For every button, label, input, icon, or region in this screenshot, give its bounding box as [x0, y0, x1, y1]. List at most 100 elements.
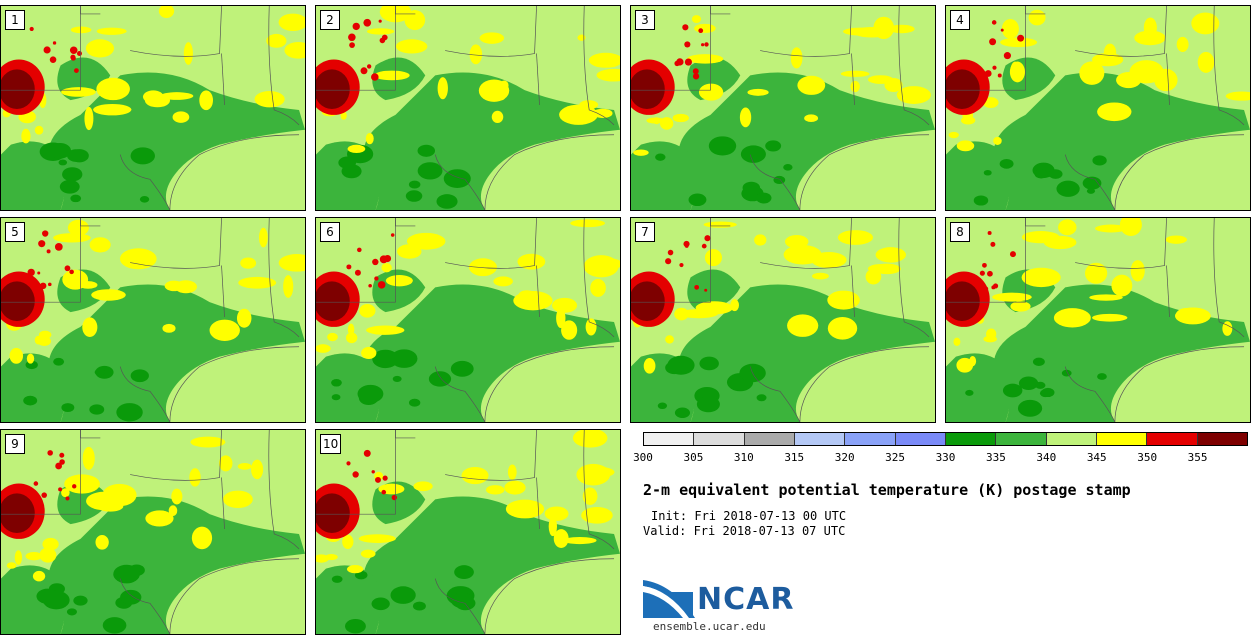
field-region-yellow	[1089, 294, 1123, 301]
field-region-dark	[773, 175, 786, 185]
field-region-yellow	[561, 320, 578, 340]
field-region-yellow	[556, 308, 566, 329]
boundary-line	[316, 6, 396, 91]
field-region-darkred	[631, 69, 665, 109]
colorbar-tick-label: 315	[784, 451, 805, 464]
colorbar-segment-6	[895, 433, 946, 445]
boundary-line	[169, 346, 300, 422]
field-region-yellow	[209, 319, 240, 341]
stamp-panel-1[interactable]: 1	[0, 5, 306, 211]
field-region-yellow	[96, 27, 127, 35]
field-region-yellow	[679, 309, 719, 319]
field-region-red	[47, 450, 53, 456]
field-region-yellow	[395, 39, 428, 54]
ncar-logo[interactable]: NCAR ensemble.ucar.edu	[643, 578, 803, 634]
stamp-map	[631, 6, 935, 210]
field-region-red	[684, 58, 692, 66]
stamp-panel-5[interactable]: 5	[0, 217, 306, 423]
stamp-map	[316, 6, 620, 210]
stamp-panel-3[interactable]: 3	[630, 5, 936, 211]
stamp-panel-7[interactable]: 7	[630, 217, 936, 423]
field-region-dark	[999, 159, 1014, 169]
boundary-line	[710, 218, 731, 227]
ncar-logo-icon	[643, 580, 695, 618]
field-region-dark	[665, 361, 684, 375]
boundary-line	[1025, 218, 1046, 227]
field-region-yellow	[437, 77, 448, 100]
field-region-yellow	[827, 290, 860, 310]
field-region-yellow	[491, 110, 504, 124]
field-region-red	[64, 265, 71, 272]
stamp-panel-2[interactable]: 2	[315, 5, 621, 211]
boundary-line	[898, 218, 930, 338]
stamp-panel-8[interactable]: 8	[945, 217, 1251, 423]
field-region-dark	[372, 349, 399, 369]
boundary-line	[445, 430, 537, 481]
field-region-dark	[1017, 399, 1043, 417]
field-region-yellow	[14, 550, 23, 565]
field-region-yellow	[559, 104, 598, 125]
field-region-yellow	[993, 136, 1002, 145]
stamp-panel-6[interactable]: 6	[315, 217, 621, 423]
stamp-panel-10[interactable]: 10	[315, 429, 621, 635]
stamp-number: 4	[950, 10, 970, 30]
boundary-line	[268, 6, 300, 126]
field-region-red	[383, 254, 392, 263]
field-region-yellow	[82, 317, 98, 338]
field-region-yellow	[284, 42, 305, 59]
field-region-yellow	[240, 257, 257, 269]
field-region-yellow	[346, 332, 358, 344]
stamp-number: 10	[320, 434, 342, 454]
field-region-dark	[345, 618, 366, 634]
field-region-mid	[316, 565, 381, 634]
field-region-red	[74, 68, 79, 73]
stamp-number: 6	[320, 222, 340, 242]
field-region-yellow	[381, 263, 392, 273]
field-region-yellow	[672, 113, 689, 123]
boundary-line	[536, 477, 540, 530]
field-region-dark	[696, 396, 720, 413]
field-region-gulf	[174, 558, 305, 634]
field-region-dark	[139, 196, 150, 203]
boundary-line	[130, 430, 222, 481]
field-region-red	[354, 269, 361, 276]
field-region-yellow	[347, 144, 366, 154]
field-region-yellow	[1225, 91, 1250, 101]
boundary-line	[749, 154, 801, 210]
field-region-yellow	[199, 90, 214, 111]
field-region-yellow	[581, 507, 613, 524]
field-region-yellow	[119, 248, 157, 270]
stamp-panel-4[interactable]: 4	[945, 5, 1251, 211]
field-region-red	[366, 64, 372, 69]
field-region-yellow	[633, 149, 649, 156]
boundary-line	[80, 218, 101, 227]
field-region-gulf	[489, 346, 620, 422]
field-region-darkred	[1, 281, 35, 321]
boundary-line	[130, 6, 222, 57]
boundary-line	[316, 218, 396, 303]
field-region-gulf	[174, 346, 305, 422]
field-region-dark	[73, 595, 88, 606]
field-region-yellow	[853, 26, 891, 38]
field-region-red	[371, 73, 379, 81]
boundary-line	[898, 6, 930, 126]
boundary-line	[268, 430, 300, 550]
colorbar-segment-11	[1147, 433, 1198, 445]
field-region-yellow	[704, 249, 723, 267]
boundary-line	[536, 53, 540, 106]
field-region-yellow	[171, 488, 183, 505]
field-region-yellow	[53, 233, 91, 243]
field-region-yellow	[342, 534, 354, 550]
stamp-panel-9[interactable]: 9	[0, 429, 306, 635]
field-region-mid	[1, 565, 66, 634]
boundary-line	[1075, 218, 1167, 269]
stamp-map	[1, 6, 305, 210]
field-region-dark	[130, 369, 149, 383]
ncar-logo-text: NCAR	[697, 582, 795, 617]
field-region-red	[381, 489, 387, 495]
field-region-yellow	[461, 466, 489, 485]
field-region-dark	[436, 194, 458, 209]
field-region-dark	[331, 394, 341, 401]
boundary-line	[169, 134, 300, 210]
field-region-yellow	[572, 430, 608, 448]
